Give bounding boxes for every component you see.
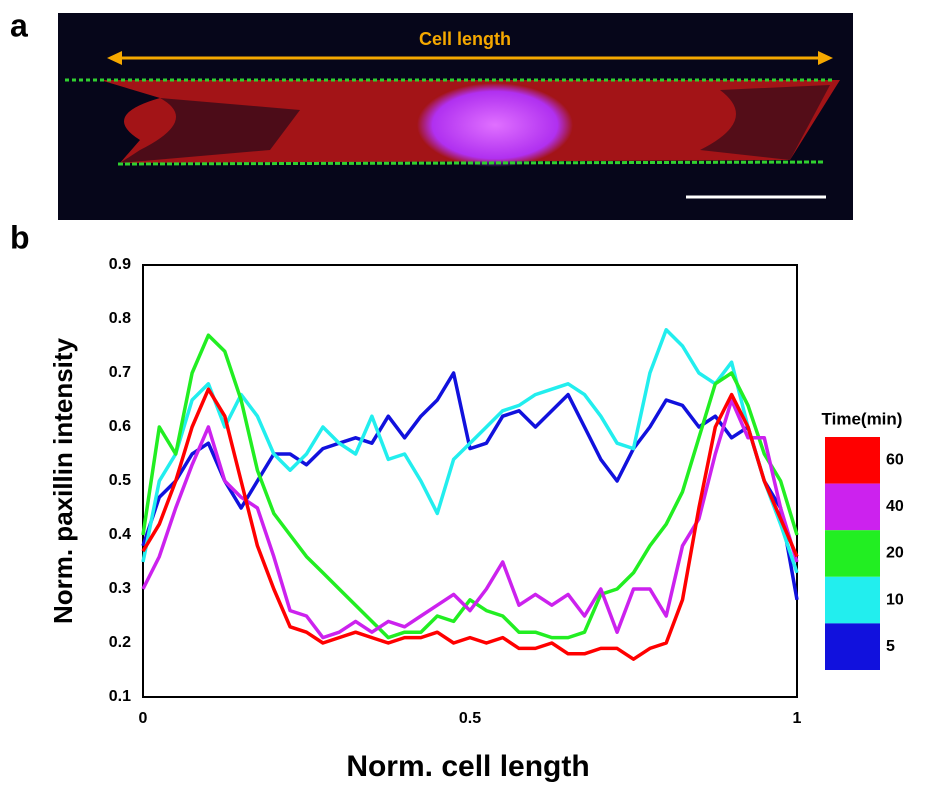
y-tick-label: 0.8 bbox=[109, 310, 131, 327]
legend-label: 40 bbox=[886, 498, 904, 515]
series-line bbox=[141, 328, 799, 574]
legend-title: Time(min) bbox=[822, 409, 903, 428]
y-axis-label: Norm. paxillin intensity bbox=[48, 337, 78, 624]
cell-length-label: Cell length bbox=[419, 29, 511, 49]
x-tick-label: 0.5 bbox=[459, 710, 481, 727]
legend-swatch bbox=[825, 623, 880, 670]
y-tick-label: 0.1 bbox=[109, 688, 131, 705]
panel-label: b bbox=[10, 219, 30, 255]
series-line bbox=[141, 333, 799, 640]
y-tick-label: 0.7 bbox=[109, 364, 131, 381]
series-line bbox=[141, 387, 799, 661]
series-line bbox=[141, 371, 799, 601]
legend-label: 10 bbox=[886, 591, 904, 608]
legend-label: 5 bbox=[886, 638, 895, 655]
x-tick-label: 0 bbox=[139, 710, 148, 727]
x-tick-label: 1 bbox=[793, 710, 802, 727]
legend-swatch bbox=[825, 483, 880, 531]
y-tick-label: 0.3 bbox=[109, 580, 131, 597]
y-tick-label: 0.9 bbox=[109, 256, 131, 273]
series-line bbox=[141, 398, 799, 640]
y-tick-label: 0.2 bbox=[109, 634, 131, 651]
legend-swatch bbox=[825, 576, 880, 624]
plot-frame bbox=[142, 264, 798, 698]
x-axis-label: Norm. cell length bbox=[346, 750, 589, 783]
legend-label: 60 bbox=[886, 452, 904, 469]
y-tick-label: 0.5 bbox=[109, 472, 131, 489]
legend-swatch bbox=[825, 437, 880, 484]
y-tick-label: 0.6 bbox=[109, 418, 131, 435]
legend-label: 20 bbox=[886, 545, 904, 562]
panel-label: a bbox=[10, 7, 28, 43]
legend-swatch bbox=[825, 530, 880, 577]
micrograph bbox=[58, 13, 853, 220]
y-tick-label: 0.4 bbox=[109, 526, 131, 543]
